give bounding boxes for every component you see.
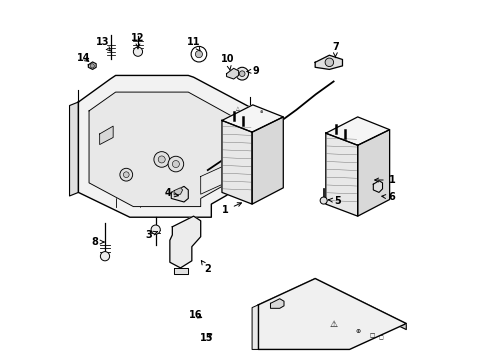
Circle shape — [196, 51, 202, 58]
Text: □: □ — [369, 333, 374, 338]
Circle shape — [120, 168, 133, 181]
Text: 1: 1 — [375, 175, 395, 185]
Polygon shape — [252, 305, 258, 350]
Polygon shape — [315, 55, 343, 69]
Polygon shape — [326, 117, 390, 145]
Circle shape — [90, 64, 95, 68]
Polygon shape — [174, 188, 183, 195]
Polygon shape — [358, 130, 390, 216]
Polygon shape — [270, 299, 284, 308]
Circle shape — [151, 225, 160, 234]
Polygon shape — [252, 117, 283, 204]
Text: △: △ — [236, 107, 240, 112]
Polygon shape — [88, 62, 96, 69]
Polygon shape — [89, 92, 240, 207]
Polygon shape — [174, 268, 188, 274]
Text: 12: 12 — [131, 33, 145, 49]
Polygon shape — [222, 105, 283, 132]
Polygon shape — [70, 102, 78, 196]
Polygon shape — [258, 279, 406, 350]
Text: □: □ — [378, 335, 383, 340]
Polygon shape — [170, 216, 201, 268]
Polygon shape — [172, 186, 188, 202]
Circle shape — [100, 252, 110, 261]
Text: 13: 13 — [96, 37, 110, 51]
Circle shape — [320, 197, 327, 204]
Text: ⚠: ⚠ — [330, 320, 338, 329]
Text: 5: 5 — [328, 195, 341, 206]
Polygon shape — [222, 121, 252, 204]
Circle shape — [168, 156, 184, 172]
Text: 7: 7 — [332, 42, 339, 58]
Text: 3: 3 — [145, 230, 157, 240]
Text: 1: 1 — [222, 203, 242, 215]
Circle shape — [123, 172, 129, 177]
Text: 4: 4 — [165, 189, 178, 198]
Text: 10: 10 — [221, 54, 235, 70]
Text: 11: 11 — [187, 37, 200, 51]
Circle shape — [239, 71, 245, 77]
Text: 2: 2 — [201, 261, 211, 274]
Text: ⊗: ⊗ — [259, 110, 263, 114]
Polygon shape — [258, 279, 315, 310]
Circle shape — [158, 156, 165, 163]
Text: ⊕: ⊕ — [356, 329, 361, 334]
Circle shape — [172, 161, 179, 167]
Polygon shape — [78, 76, 250, 217]
Circle shape — [154, 152, 170, 167]
Circle shape — [191, 46, 207, 62]
Polygon shape — [226, 68, 239, 79]
Text: 8: 8 — [91, 237, 104, 247]
Text: 15: 15 — [200, 333, 214, 343]
Polygon shape — [373, 181, 383, 192]
Text: 6: 6 — [382, 192, 395, 202]
Text: 16: 16 — [189, 310, 203, 320]
Text: 9: 9 — [247, 66, 260, 76]
Circle shape — [325, 58, 334, 67]
Circle shape — [133, 47, 143, 56]
Circle shape — [236, 67, 248, 80]
Polygon shape — [201, 159, 240, 194]
Polygon shape — [326, 133, 358, 216]
Polygon shape — [99, 126, 113, 145]
Text: 14: 14 — [77, 53, 91, 63]
Polygon shape — [315, 279, 406, 329]
